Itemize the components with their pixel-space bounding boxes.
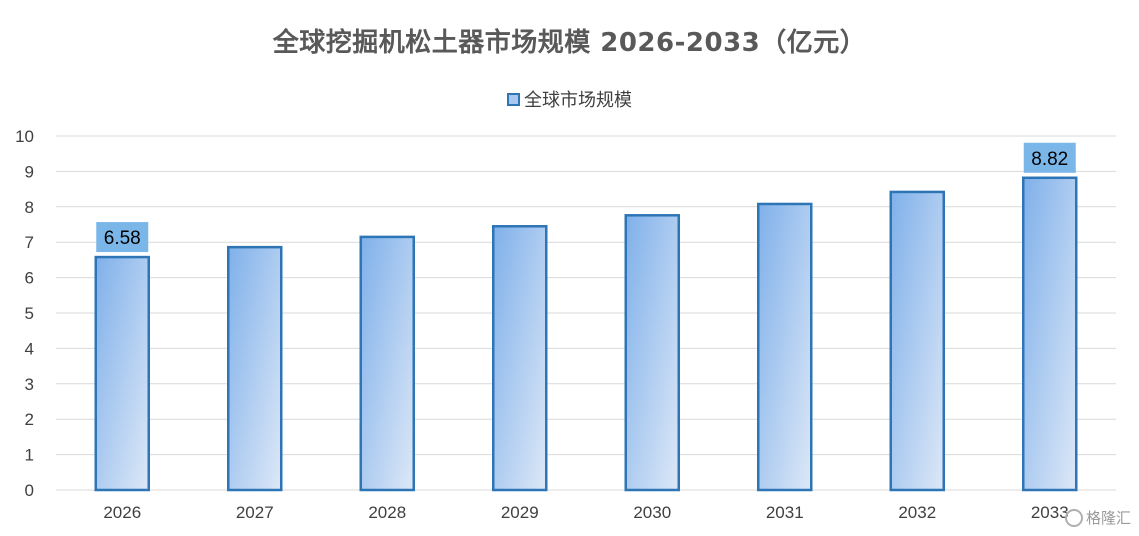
chart-title: 全球挖掘机松土器市场规模 2026-2033（亿元） — [272, 28, 867, 58]
y-tick-label: 5 — [25, 304, 34, 323]
bar-2029 — [492, 225, 548, 492]
x-tick-label: 2029 — [501, 503, 539, 522]
y-tick-label: 4 — [25, 339, 34, 358]
bar-2030 — [624, 214, 680, 492]
y-tick-label: 3 — [25, 375, 34, 394]
y-axis-ticks: 0 1 2 3 4 5 6 7 8 9 10 — [15, 127, 34, 500]
y-tick-label: 7 — [25, 233, 34, 252]
legend-swatch — [507, 92, 520, 106]
x-tick-label: 2033 — [1031, 503, 1069, 522]
y-tick-label: 6 — [25, 269, 34, 288]
y-tick-label: 0 — [25, 481, 34, 500]
x-axis-ticks: 2026 2027 2028 2029 2030 2031 2032 2033 — [103, 503, 1068, 522]
data-label-2026: 6.58 — [96, 222, 149, 253]
x-tick-label: 2027 — [236, 503, 274, 522]
x-tick-label: 2028 — [368, 503, 406, 522]
watermark: 格隆汇 — [1064, 507, 1131, 528]
x-tick-label: 2026 — [103, 503, 141, 522]
watermark-text: 格隆汇 — [1085, 509, 1131, 527]
y-tick-label: 8 — [25, 198, 34, 217]
bar-2028 — [359, 235, 415, 492]
legend-label: 全球市场规模 — [524, 90, 632, 111]
y-tick-label: 10 — [15, 127, 34, 146]
data-labels: 6.58 8.82 — [96, 142, 1076, 253]
data-label-box — [1023, 142, 1076, 173]
data-label-box — [96, 222, 149, 253]
gelonghui-logo-icon — [1064, 508, 1083, 527]
bar-2027 — [227, 245, 283, 492]
data-label-text: 8.82 — [1031, 149, 1068, 170]
data-label-text: 6.58 — [104, 228, 141, 249]
legend: 全球市场规模 — [0, 86, 1139, 112]
y-tick-label: 1 — [25, 446, 34, 465]
x-tick-label: 2032 — [898, 503, 936, 522]
bar-2031 — [757, 202, 813, 492]
bars — [94, 176, 1078, 492]
bar-2032 — [889, 190, 945, 492]
x-tick-label: 2030 — [633, 503, 671, 522]
gridlines — [56, 135, 1116, 491]
y-tick-label: 2 — [25, 410, 34, 429]
bar-2026 — [94, 255, 150, 492]
y-tick-label: 9 — [25, 162, 34, 181]
data-label-2033: 8.82 — [1023, 142, 1076, 173]
bar-2033 — [1022, 176, 1078, 492]
x-tick-label: 2031 — [766, 503, 804, 522]
